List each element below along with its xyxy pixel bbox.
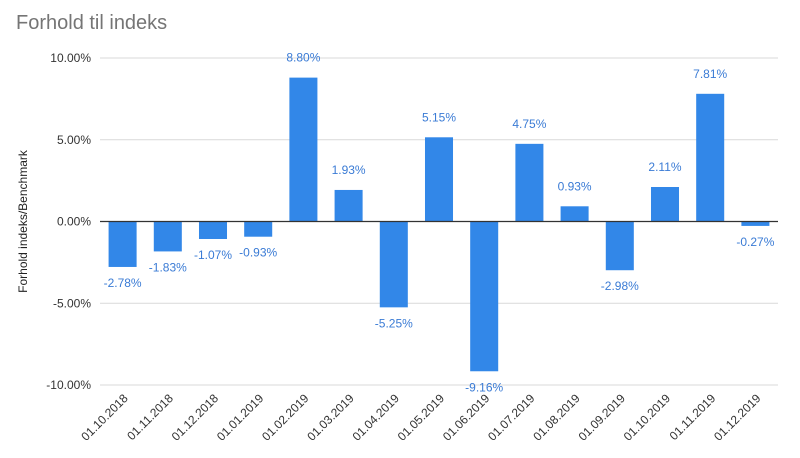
y-tick-label: -5.00% bbox=[53, 296, 91, 310]
y-tick-label: 0.00% bbox=[57, 215, 91, 229]
data-label: -1.07% bbox=[194, 248, 232, 262]
y-axis-label: Forhold indeks/Benchmark bbox=[16, 149, 30, 293]
data-label: -9.16% bbox=[465, 380, 503, 394]
data-label: -2.98% bbox=[601, 279, 639, 293]
x-tick-label: 01.12.2018 bbox=[169, 391, 222, 444]
x-tick-label: 01.02.2019 bbox=[259, 391, 312, 444]
bar bbox=[108, 221, 137, 267]
data-label: 2.11% bbox=[648, 160, 681, 174]
x-tick-label: 01.09.2019 bbox=[576, 391, 629, 444]
data-label: -1.83% bbox=[149, 260, 187, 274]
x-tick-label: 01.11.2019 bbox=[667, 391, 719, 443]
bar bbox=[289, 77, 318, 222]
bar bbox=[560, 206, 589, 222]
data-label: -0.27% bbox=[736, 235, 774, 249]
bar bbox=[741, 221, 770, 226]
bar bbox=[470, 221, 499, 372]
x-tick-label: 01.10.2019 bbox=[621, 391, 674, 444]
x-tick-label: 01.10.2018 bbox=[78, 391, 131, 444]
bar bbox=[244, 221, 273, 237]
bar bbox=[696, 93, 725, 222]
bar bbox=[515, 143, 544, 222]
x-tick-label: 01.08.2019 bbox=[530, 391, 583, 444]
y-tick-label: -10.00% bbox=[46, 378, 91, 392]
data-label: 4.75% bbox=[512, 117, 546, 131]
data-label: 8.80% bbox=[286, 51, 320, 65]
data-label: -0.93% bbox=[239, 246, 277, 260]
x-tick-label: 01.05.2019 bbox=[395, 391, 448, 444]
bar bbox=[379, 221, 408, 308]
data-label: -2.78% bbox=[104, 276, 142, 290]
x-tick-label: 01.03.2019 bbox=[304, 391, 357, 444]
chart-title: Forhold til indeks bbox=[16, 12, 168, 34]
data-label: 7.81% bbox=[693, 67, 727, 81]
x-tick-label: 01.04.2019 bbox=[350, 391, 403, 444]
x-tick-label: 01.11.2018 bbox=[124, 391, 176, 443]
x-tick-label: 01.01.2019 bbox=[214, 391, 267, 444]
x-tick-label: 01.06.2019 bbox=[440, 391, 493, 444]
bar bbox=[334, 189, 363, 222]
x-tick-label: 01.12.2019 bbox=[711, 391, 764, 444]
bar bbox=[153, 221, 182, 252]
data-label: 1.93% bbox=[332, 163, 366, 177]
x-tick-label: 01.07.2019 bbox=[485, 391, 538, 444]
bar bbox=[424, 137, 454, 222]
data-label: 0.93% bbox=[558, 179, 592, 193]
bar bbox=[650, 187, 680, 222]
y-tick-label: 5.00% bbox=[57, 133, 91, 147]
data-label: 5.15% bbox=[422, 110, 456, 124]
data-label: -5.25% bbox=[375, 316, 413, 330]
y-tick-label: 10.00% bbox=[50, 51, 91, 65]
bar bbox=[605, 221, 634, 271]
bar bbox=[198, 221, 228, 239]
